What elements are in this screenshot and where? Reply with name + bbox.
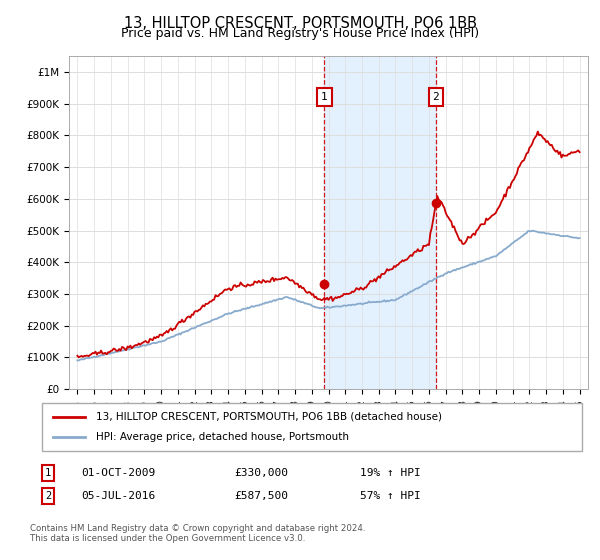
Text: 57% ↑ HPI: 57% ↑ HPI (360, 491, 421, 501)
Text: £330,000: £330,000 (234, 468, 288, 478)
Text: 13, HILLTOP CRESCENT, PORTSMOUTH, PO6 1BB (detached house): 13, HILLTOP CRESCENT, PORTSMOUTH, PO6 1B… (96, 412, 442, 422)
Text: 2: 2 (433, 92, 439, 102)
Text: HPI: Average price, detached house, Portsmouth: HPI: Average price, detached house, Port… (96, 432, 349, 442)
Text: Contains HM Land Registry data © Crown copyright and database right 2024.
This d: Contains HM Land Registry data © Crown c… (30, 524, 365, 543)
Text: £587,500: £587,500 (234, 491, 288, 501)
Text: 2: 2 (45, 491, 51, 501)
Text: Price paid vs. HM Land Registry's House Price Index (HPI): Price paid vs. HM Land Registry's House … (121, 27, 479, 40)
Text: 1: 1 (321, 92, 328, 102)
Text: 19% ↑ HPI: 19% ↑ HPI (360, 468, 421, 478)
Bar (325, 56, 436, 389)
FancyBboxPatch shape (42, 403, 582, 451)
Text: 01-OCT-2009: 01-OCT-2009 (81, 468, 155, 478)
Text: 05-JUL-2016: 05-JUL-2016 (81, 491, 155, 501)
Text: 13, HILLTOP CRESCENT, PORTSMOUTH, PO6 1BB: 13, HILLTOP CRESCENT, PORTSMOUTH, PO6 1B… (124, 16, 476, 31)
Text: 1: 1 (45, 468, 51, 478)
